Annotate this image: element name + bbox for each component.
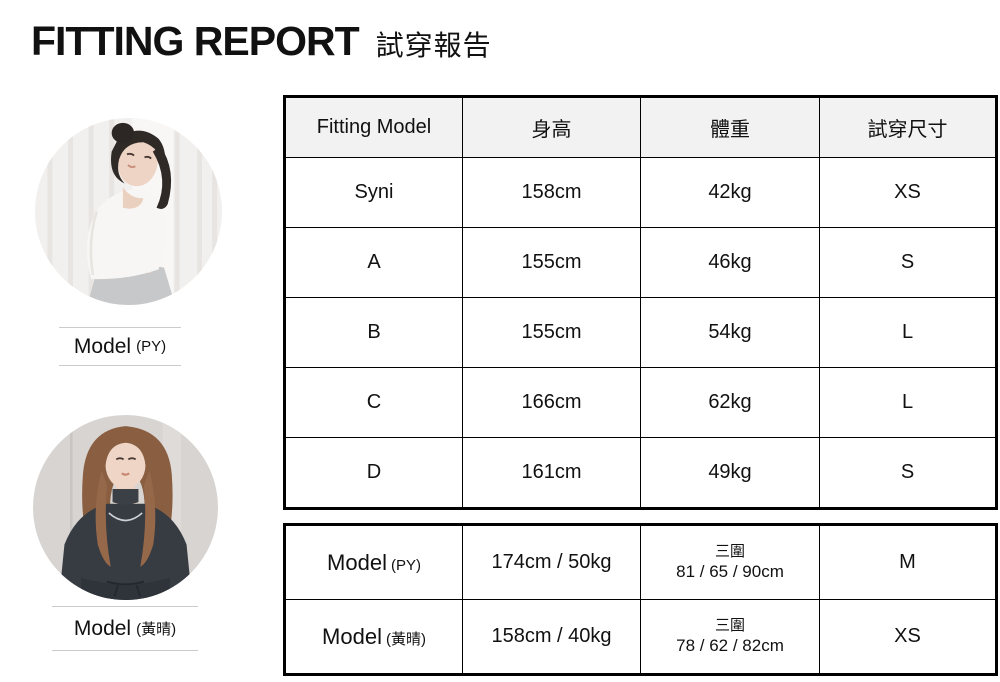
cell-size: L: [819, 367, 997, 438]
model-name-text: Model: [322, 623, 382, 649]
cell-height: 161cm: [462, 437, 641, 509]
header-fitting-model: Fitting Model: [284, 96, 463, 158]
measurements-label: 三圍: [714, 542, 745, 560]
model-py-label-text: Model: [73, 334, 132, 358]
cell-model-name: Model (黃晴): [284, 599, 463, 675]
model-name-suffix: (PY): [390, 556, 421, 574]
table-row: Model (黃晴) 158cm / 40kg 三圍 78 / 62 / 82cm…: [284, 599, 997, 675]
table-row: Model (PY) 174cm / 50kg 三圍 81 / 65 / 90cm…: [284, 524, 997, 600]
cell-weight: 62kg: [640, 367, 820, 438]
model-hy-photo-illustration: [33, 415, 218, 600]
model-hy-label: Model (黃晴): [52, 606, 198, 651]
cell-height: 158cm: [462, 157, 641, 228]
cell-weight: 42kg: [640, 157, 820, 228]
model-name-suffix: (黃晴): [385, 630, 426, 648]
measurements-value: 78 / 62 / 82cm: [676, 636, 784, 656]
model-py-label: Model (PY): [59, 327, 181, 366]
cell-weight: 54kg: [640, 297, 820, 368]
cell-model-name: Model (PY): [284, 524, 463, 600]
measurements-value: 81 / 65 / 90cm: [676, 562, 784, 582]
cell-weight: 49kg: [640, 437, 820, 509]
model-py-label-suffix: (PY): [136, 338, 167, 355]
cell-measurements: 三圍 78 / 62 / 82cm: [640, 599, 820, 675]
model-hy-label-text: Model: [73, 616, 132, 640]
cell-size: L: [819, 297, 997, 368]
header-weight: 體重: [640, 96, 820, 158]
page-title-en: FITTING REPORT: [31, 18, 360, 64]
model-name-text: Model: [327, 549, 387, 575]
cell-model-name: B: [284, 297, 463, 368]
cell-size: XS: [819, 599, 997, 675]
cell-size: S: [819, 227, 997, 298]
cell-model-name: A: [284, 227, 463, 298]
cell-size: S: [819, 437, 997, 509]
fitting-table: Fitting Model 身高 體重 試穿尺寸 Syni 158cm 42kg…: [283, 95, 998, 510]
cell-weight: 46kg: [640, 227, 820, 298]
model-py-photo: [35, 118, 222, 305]
page-title: FITTING REPORT 試穿報告: [31, 18, 492, 65]
cell-height: 155cm: [462, 227, 641, 298]
header-size: 試穿尺寸: [819, 96, 997, 158]
cell-height: 155cm: [462, 297, 641, 368]
model-measurement-table: Model (PY) 174cm / 50kg 三圍 81 / 65 / 90cm…: [283, 523, 998, 676]
header-height: 身高: [462, 96, 641, 158]
model-hy-photo: [33, 415, 218, 600]
cell-model-name: D: [284, 437, 463, 509]
table-row: C 166cm 62kg L: [284, 367, 997, 438]
table-row: D 161cm 49kg S: [284, 437, 997, 509]
cell-height-weight: 158cm / 40kg: [462, 599, 641, 675]
cell-size: M: [819, 524, 997, 600]
cell-measurements: 三圍 81 / 65 / 90cm: [640, 524, 820, 600]
cell-model-name: C: [284, 367, 463, 438]
cell-height: 166cm: [462, 367, 641, 438]
model-hy-label-suffix: (黃晴): [136, 621, 177, 638]
table-row: B 155cm 54kg L: [284, 297, 997, 368]
cell-height-weight: 174cm / 50kg: [462, 524, 641, 600]
cell-model-name: Syni: [284, 157, 463, 228]
model-py-photo-illustration: [35, 118, 222, 305]
fitting-table-header-row: Fitting Model 身高 體重 試穿尺寸: [284, 96, 997, 158]
measurements-label: 三圍: [714, 616, 745, 634]
page-title-zh: 試穿報告: [375, 30, 492, 61]
table-row: Syni 158cm 42kg XS: [284, 157, 997, 228]
table-row: A 155cm 46kg S: [284, 227, 997, 298]
cell-size: XS: [819, 157, 997, 228]
